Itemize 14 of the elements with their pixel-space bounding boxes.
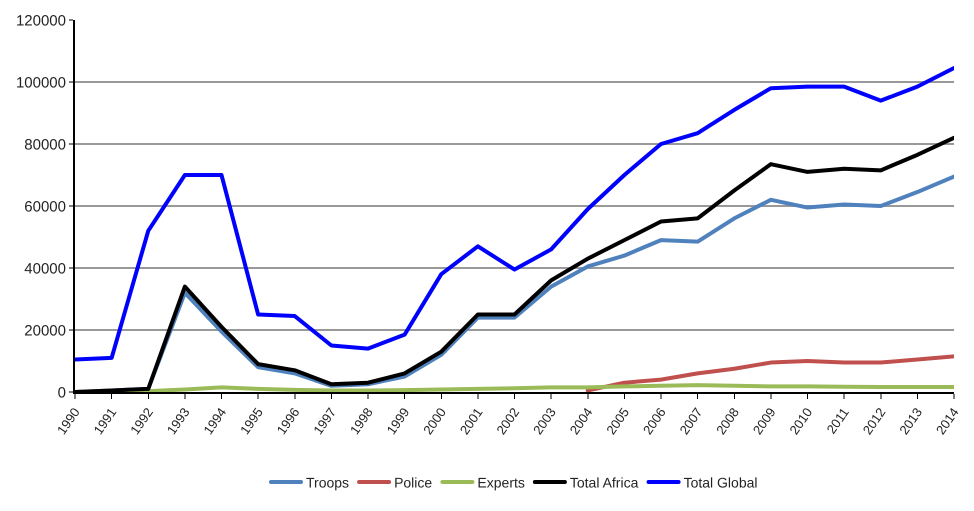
legend-label: Total Global	[684, 474, 758, 490]
y-tick-label: 120000	[16, 12, 66, 30]
legend-label: Experts	[477, 474, 525, 490]
y-tick-label: 40000	[24, 260, 66, 278]
legend-label: Police	[394, 474, 432, 490]
y-tick-label: 60000	[24, 198, 66, 216]
line-series	[75, 66, 954, 362]
y-tick-label: 80000	[24, 136, 66, 154]
y-tick-label: 100000	[16, 74, 66, 92]
line-series	[586, 354, 954, 392]
legend-label: Troops	[306, 474, 350, 490]
y-tick-label: 20000	[24, 322, 66, 340]
y-tick-label: 0	[58, 384, 66, 402]
legend-label: Total Africa	[570, 474, 639, 490]
